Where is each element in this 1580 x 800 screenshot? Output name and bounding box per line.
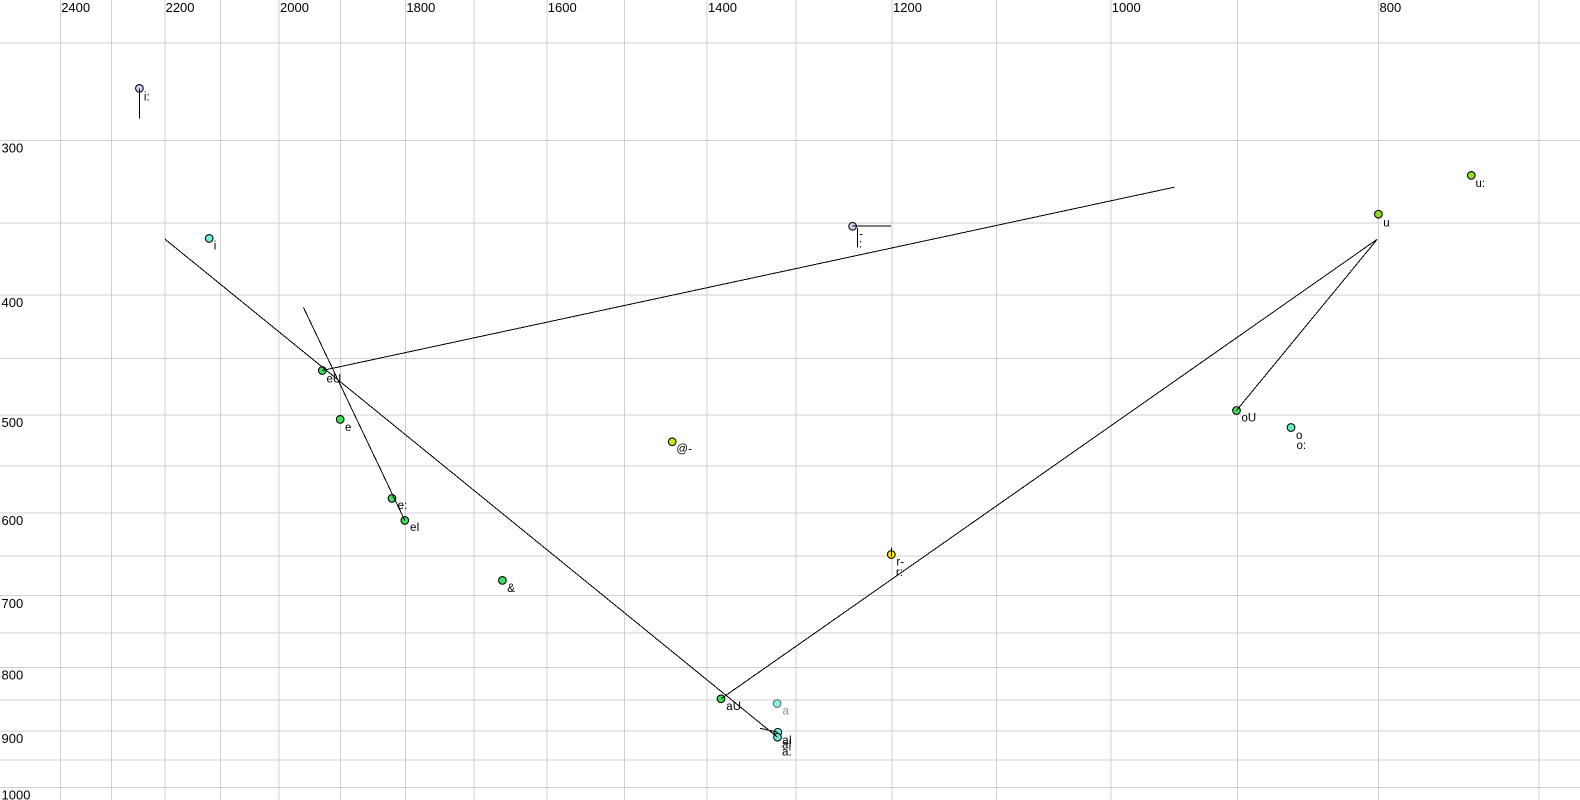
svg-text:1400: 1400	[708, 0, 737, 15]
svg-text:2200: 2200	[166, 0, 195, 15]
svg-text:-: -	[859, 228, 863, 240]
svg-text:r-: r-	[896, 556, 904, 568]
svg-text:r:: r:	[896, 567, 903, 579]
svg-text:400: 400	[2, 295, 24, 310]
svg-text:e:: e:	[398, 500, 408, 512]
svg-text:eU: eU	[327, 373, 342, 385]
svg-text:u:: u:	[1476, 178, 1486, 190]
svg-text:300: 300	[2, 141, 24, 156]
svg-text:1600: 1600	[548, 0, 577, 15]
svg-text:1200: 1200	[893, 0, 922, 15]
svg-text:aI: aI	[782, 735, 792, 747]
svg-text::: :	[859, 238, 862, 250]
svg-text:1800: 1800	[406, 0, 435, 15]
svg-text:700: 700	[2, 596, 24, 611]
svg-text:1000: 1000	[2, 788, 31, 800]
svg-text:2000: 2000	[280, 0, 309, 15]
svg-text:1000: 1000	[1112, 0, 1141, 15]
svg-text:oU: oU	[1242, 413, 1257, 425]
svg-text:500: 500	[2, 415, 24, 430]
svg-text:i: i	[214, 240, 217, 252]
svg-text:aU: aU	[726, 701, 741, 713]
svg-text:&: &	[507, 583, 515, 595]
svg-text:aI: aI	[782, 740, 792, 752]
svg-text:i:: i:	[144, 91, 150, 103]
svg-text:a:: a:	[782, 747, 792, 759]
svg-text:800: 800	[2, 668, 24, 683]
svg-text:900: 900	[2, 731, 24, 746]
svg-text:eI: eI	[410, 522, 420, 534]
svg-text:600: 600	[2, 513, 24, 528]
svg-text:o:: o:	[1297, 440, 1307, 452]
svg-text:@-: @-	[676, 444, 692, 456]
svg-text:2400: 2400	[61, 0, 90, 15]
svg-text:a: a	[783, 706, 790, 718]
svg-text:e: e	[345, 422, 351, 434]
svg-text:800: 800	[1380, 0, 1402, 15]
svg-text:o: o	[1296, 430, 1302, 442]
svg-text:u: u	[1383, 217, 1389, 229]
